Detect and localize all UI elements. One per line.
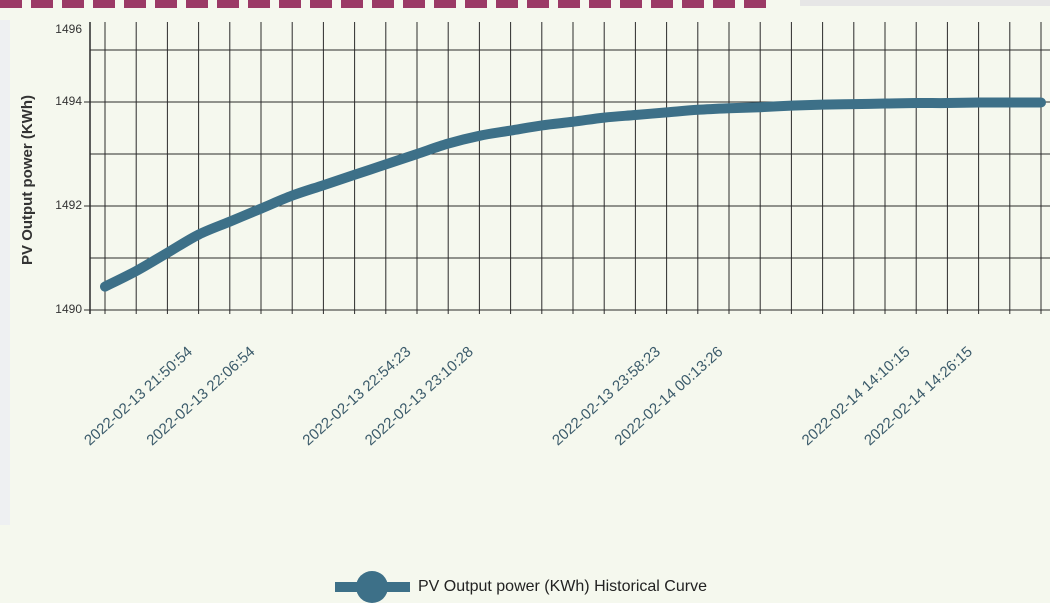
y-tick-label: 1494 bbox=[55, 94, 82, 108]
data-line bbox=[100, 97, 1046, 292]
legend-label: PV Output power (KWh) Historical Curve bbox=[418, 578, 707, 595]
top-panel bbox=[800, 0, 1050, 6]
y-axis-label: PV Output power (KWh) bbox=[19, 95, 36, 265]
legend-marker bbox=[356, 571, 388, 603]
y-tick-label: 1492 bbox=[55, 198, 82, 212]
y-tick-label: 1490 bbox=[55, 302, 82, 316]
y-tick-label: 1496 bbox=[55, 22, 82, 36]
side-panel bbox=[0, 20, 10, 525]
